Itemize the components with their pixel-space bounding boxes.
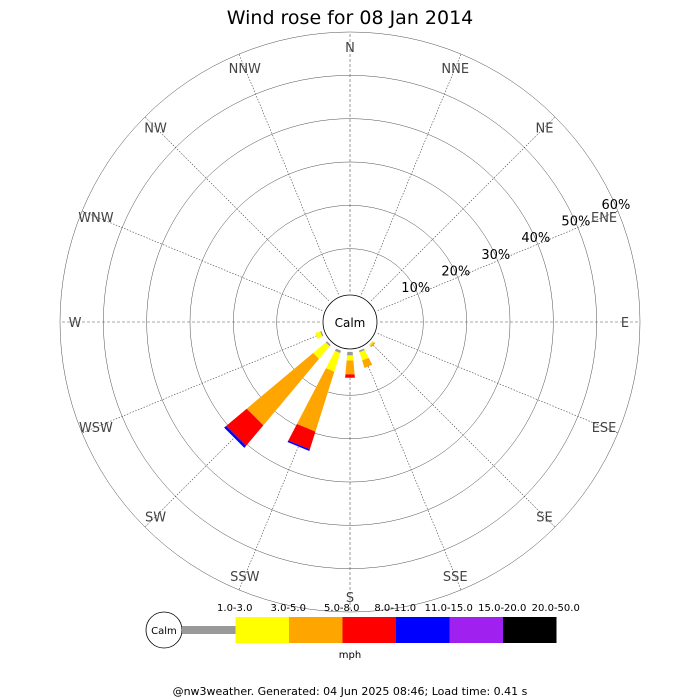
grid-spoke (81, 333, 323, 434)
grid-ring (146, 118, 554, 526)
petal-wsw-bin-1 (315, 331, 323, 339)
direction-label-se: SE (536, 510, 552, 525)
legend-swatch (503, 617, 557, 643)
direction-label-nw: NW (144, 122, 167, 137)
direction-label-ene: ENE (591, 211, 617, 226)
legend-swatch (289, 617, 343, 643)
petal-sse-bin-0 (359, 348, 365, 353)
radial-tick-label: 10% (401, 281, 430, 296)
direction-label-wnw: WNW (78, 211, 114, 226)
radial-tick-label: 60% (601, 198, 630, 213)
petal-wsw-bin-0 (320, 331, 324, 337)
petal-sw-bin-3 (226, 408, 264, 446)
footer-text: @nw3weather. Generated: 04 Jun 2025 08:4… (173, 685, 528, 698)
petal-ssw-bin-0 (334, 348, 341, 354)
legend-swatch (182, 626, 236, 634)
petal-s-bin-2 (345, 360, 355, 375)
radial-tick-label: 50% (561, 215, 590, 230)
petal-se-bin-2 (370, 342, 376, 348)
petal-ssw-bin-1 (325, 350, 341, 372)
direction-label-s: S (346, 591, 354, 606)
grid-spoke (371, 343, 556, 528)
calm-circle (322, 294, 378, 350)
grid-ring (59, 31, 641, 613)
petal-s-bin-1 (346, 355, 354, 361)
legend-label: 3.0-5.0 (271, 603, 306, 614)
legend-label: 20.0-50.0 (532, 603, 580, 614)
legend-swatch (449, 617, 503, 643)
speed-legend: Calm 1.0-3.0 3.0-5.0 5.0-8.0 8.0-11.0 11.0-1… (145, 603, 580, 661)
petal-sw-bin-1 (313, 342, 330, 359)
legend-label: 8.0-11.0 (374, 603, 416, 614)
direction-label-n: N (345, 41, 355, 56)
grid-ring (276, 248, 424, 396)
grid-spoke (81, 210, 323, 311)
legend-label: 11.0-15.0 (425, 603, 473, 614)
legend-label: 15.0-20.0 (478, 603, 526, 614)
petal-s-bin-3 (345, 374, 355, 378)
legend-label: 1.0-3.0 (217, 603, 252, 614)
petal-sw-bin-4 (224, 425, 247, 448)
petal-sw-bin-2 (246, 352, 320, 426)
grid-spoke (377, 333, 619, 434)
petal-s-bin-0 (347, 351, 353, 356)
calm-label: Calm (335, 316, 366, 330)
radial-tick-label: 30% (481, 248, 510, 263)
direction-label-w: W (69, 316, 82, 331)
grid-spoke (361, 349, 462, 591)
direction-label-sse: SSE (443, 570, 468, 585)
petal-se-bin-1 (369, 341, 374, 346)
direction-label-ne: NE (535, 122, 553, 137)
legend-swatch (342, 617, 396, 643)
petal-ssw-bin-2 (296, 368, 335, 432)
radial-tick-label: 40% (521, 231, 550, 246)
petal-sw-bin-0 (325, 341, 331, 347)
grid-spoke (144, 116, 329, 301)
polar-grid (59, 31, 641, 613)
direction-label-sw: SW (145, 510, 166, 525)
direction-label-nne: NNE (441, 62, 469, 77)
legend-items: 1.0-3.0 3.0-5.0 5.0-8.0 8.0-11.0 11.0-15.0 15… (182, 603, 580, 643)
direction-label-ssw: SSW (230, 570, 260, 585)
radial-tick-label: 20% (441, 264, 470, 279)
petal-sse-bin-1 (359, 350, 369, 361)
chart-title: Wind rose for 08 Jan 2014 (227, 7, 474, 29)
grid-spoke (361, 53, 462, 295)
wind-petals (224, 331, 376, 452)
legend-unit-label: mph (339, 650, 361, 661)
legend-label: 5.0-8.0 (324, 603, 359, 614)
legend-calm-label: Calm (151, 626, 177, 637)
grid-spoke (377, 210, 619, 311)
direction-labels: N NNE NE ENE E ESE SE SSE S SSW SW WSW W WNW NW NNW (69, 41, 630, 606)
grid-spoke (371, 116, 556, 301)
petal-se-bin-0 (369, 341, 374, 346)
legend-swatch (235, 617, 289, 643)
direction-label-ese: ESE (592, 421, 617, 436)
petal-ssw-bin-3 (288, 423, 316, 450)
grid-spoke (238, 53, 339, 295)
direction-label-wsw: WSW (79, 421, 113, 436)
petal-sse-bin-2 (362, 357, 373, 368)
legend-swatch (396, 617, 450, 643)
direction-label-nnw: NNW (229, 62, 261, 77)
radial-tick-labels: 10% 20% 30% 40% 50% 60% (401, 198, 630, 296)
petal-ssw-bin-4 (287, 440, 310, 452)
direction-label-e: E (621, 316, 629, 331)
